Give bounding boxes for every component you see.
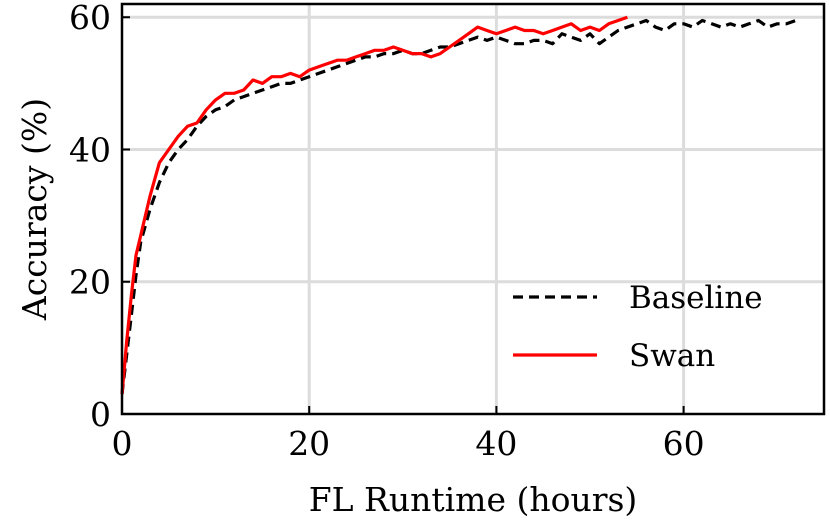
legend: Baseline Swan [513, 280, 763, 374]
series-lines [120, 15, 797, 395]
x-tick-label: 20 [288, 424, 330, 463]
y-tick-label: 60 [69, 0, 111, 37]
series-line-baseline [120, 18, 797, 395]
x-tick-label: 40 [475, 424, 517, 463]
y-axis-title: Accuracy (%) [15, 98, 54, 321]
grid-lines [122, 4, 824, 414]
plot-area-frame [120, 2, 826, 416]
legend-label-baseline: Baseline [629, 280, 763, 316]
y-tick-label: 20 [69, 263, 111, 302]
axis-ticks: 0 20 40 60 0 20 40 60 [69, 0, 705, 463]
series-line-swan [120, 15, 628, 395]
x-axis-title: FL Runtime (hours) [309, 480, 638, 519]
y-tick-label: 40 [69, 130, 111, 169]
legend-label-swan: Swan [629, 338, 715, 374]
y-tick-label: 0 [90, 395, 111, 434]
x-tick-label: 0 [112, 424, 133, 463]
x-tick-label: 60 [663, 424, 705, 463]
